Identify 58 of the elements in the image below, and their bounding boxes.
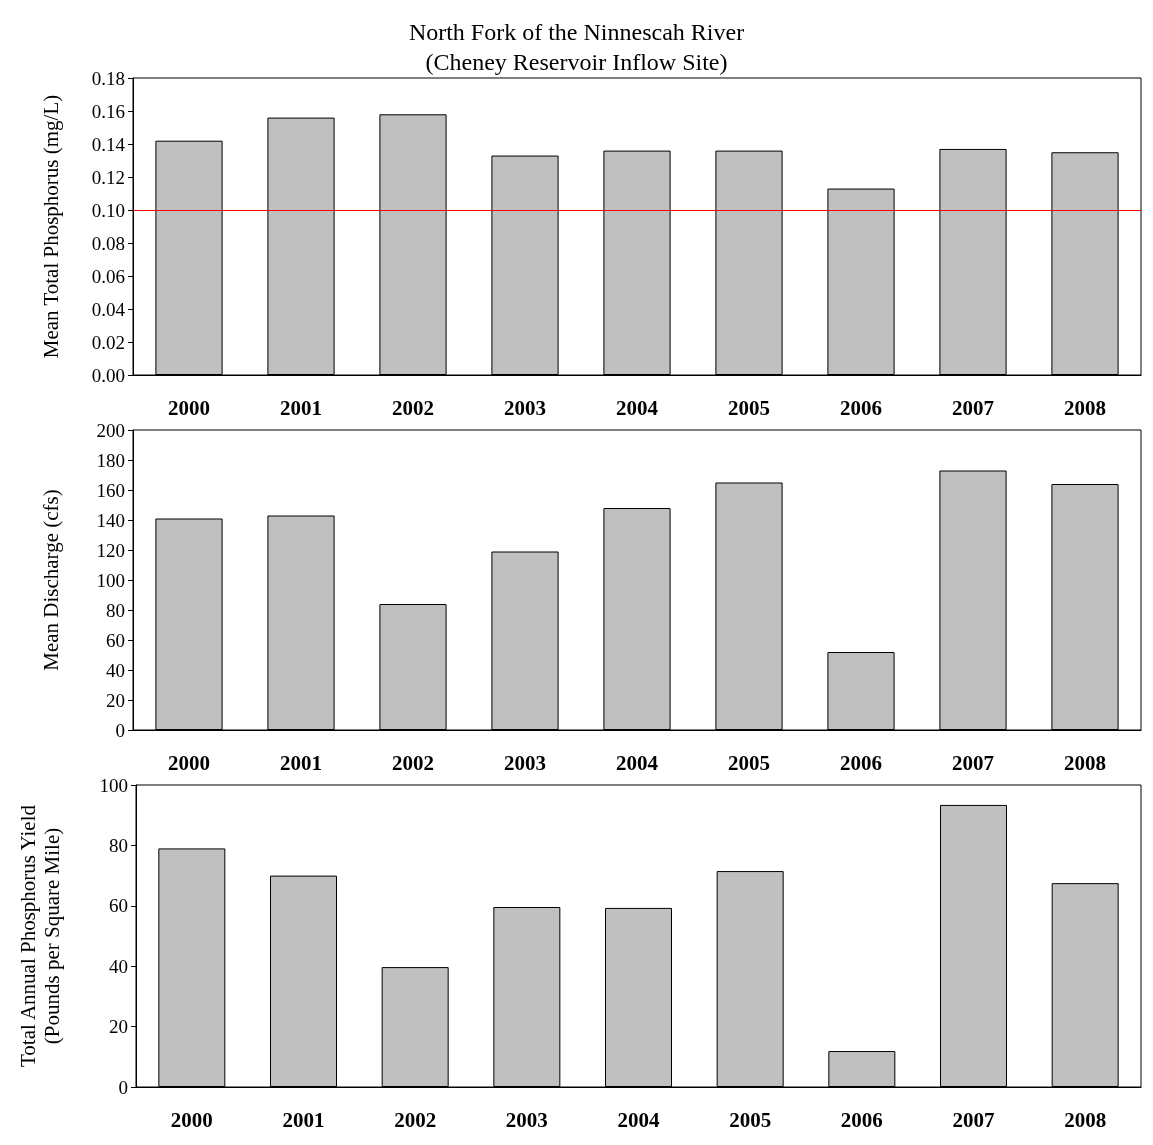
- x-tick-label: 2002: [392, 395, 434, 420]
- y-tick-label: 0: [118, 1076, 128, 1098]
- y-tick-label: 20: [109, 1016, 128, 1038]
- x-tick-label: 2003: [504, 750, 546, 775]
- x-tick-label: 2006: [840, 1107, 883, 1132]
- x-tick-label: 2008: [1064, 395, 1106, 420]
- y-tick-label: 120: [96, 539, 125, 561]
- x-tick-label: 2008: [1064, 750, 1106, 775]
- x-tick-label: 2008: [1064, 1107, 1107, 1132]
- x-tick-label: 2007: [952, 395, 994, 420]
- y-tick-label: 100: [96, 569, 125, 591]
- x-tick-label: 2000: [170, 1107, 213, 1132]
- x-tick-label: 2006: [840, 750, 882, 775]
- x-tick-label: 2000: [168, 395, 210, 420]
- y-tick-label: 40: [106, 659, 125, 681]
- y-tick-label: 0.02: [91, 331, 125, 353]
- x-tick-label: 2005: [728, 750, 770, 775]
- x-tick-label: 2002: [392, 750, 434, 775]
- y-tick-label: 0.10: [91, 199, 125, 221]
- x-tick-label: 2005: [728, 395, 770, 420]
- y-tick-label: 40: [109, 955, 128, 977]
- y-tick-label: 0: [115, 719, 125, 741]
- y-tick-label: 60: [109, 895, 128, 917]
- y-tick-label: 80: [109, 834, 128, 856]
- x-tick-label: 2003: [505, 1107, 548, 1132]
- x-tick-label: 2007: [952, 750, 994, 775]
- x-tick-label: 2002: [394, 1107, 437, 1132]
- x-tick-label: 2004: [617, 1107, 660, 1132]
- y-axis-title: Total Annual Phosphorus Yield (Pounds per Square Mile): [16, 804, 64, 1067]
- y-tick-label: 0.08: [91, 232, 125, 254]
- x-tick-label: 2000: [168, 750, 210, 775]
- y-tick-label: 0.14: [91, 133, 126, 155]
- x-tick-label: 2001: [280, 395, 322, 420]
- x-tick-label: 2006: [840, 395, 882, 420]
- y-tick-label: 20: [106, 689, 125, 711]
- x-tick-label: 2007: [952, 1107, 995, 1132]
- y-tick-label: 100: [99, 774, 128, 796]
- x-tick-label: 2001: [280, 750, 322, 775]
- x-tick-label: 2003: [504, 395, 546, 420]
- y-tick-label: 140: [96, 509, 125, 531]
- y-axis-title: Mean Discharge (cfs): [39, 489, 63, 671]
- y-tick-label: 60: [106, 629, 125, 651]
- x-tick-label: 2004: [616, 395, 659, 420]
- x-tick-label: 2001: [282, 1107, 325, 1132]
- y-tick-label: 80: [106, 599, 125, 621]
- x-tick-label: 2004: [616, 750, 659, 775]
- y-tick-label: 0.12: [91, 166, 125, 188]
- y-tick-label: 180: [96, 449, 125, 471]
- y-tick-label: 0.04: [91, 298, 126, 320]
- y-tick-label: 0.00: [91, 364, 125, 386]
- y-tick-label: 0.16: [91, 100, 125, 122]
- y-axis-title: Mean Total Phosphorus (mg/L): [39, 94, 63, 359]
- chart-title: North Fork of the Ninnescah River (Cheney Reservoir Inflow Site): [408, 19, 745, 75]
- y-tick-label: 200: [96, 419, 125, 441]
- y-tick-label: 0.06: [91, 265, 125, 287]
- y-tick-label: 0.18: [91, 67, 125, 89]
- y-tick-label: 160: [96, 479, 125, 501]
- x-tick-label: 2005: [729, 1107, 772, 1132]
